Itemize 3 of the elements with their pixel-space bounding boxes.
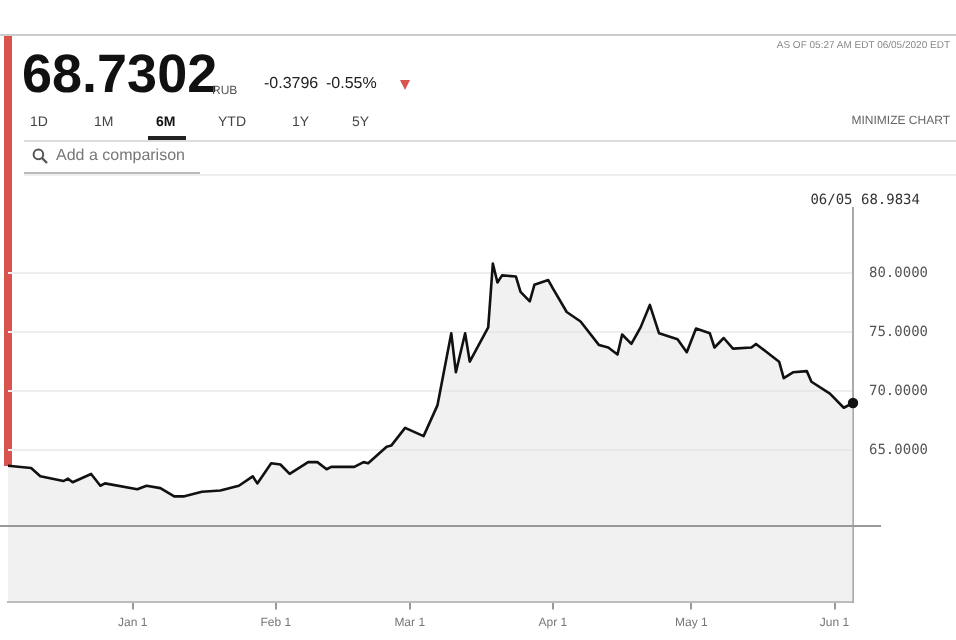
text: -0.3796	[264, 74, 319, 94]
text: Add a comparison	[56, 146, 185, 166]
text: -0.55%	[326, 74, 377, 94]
